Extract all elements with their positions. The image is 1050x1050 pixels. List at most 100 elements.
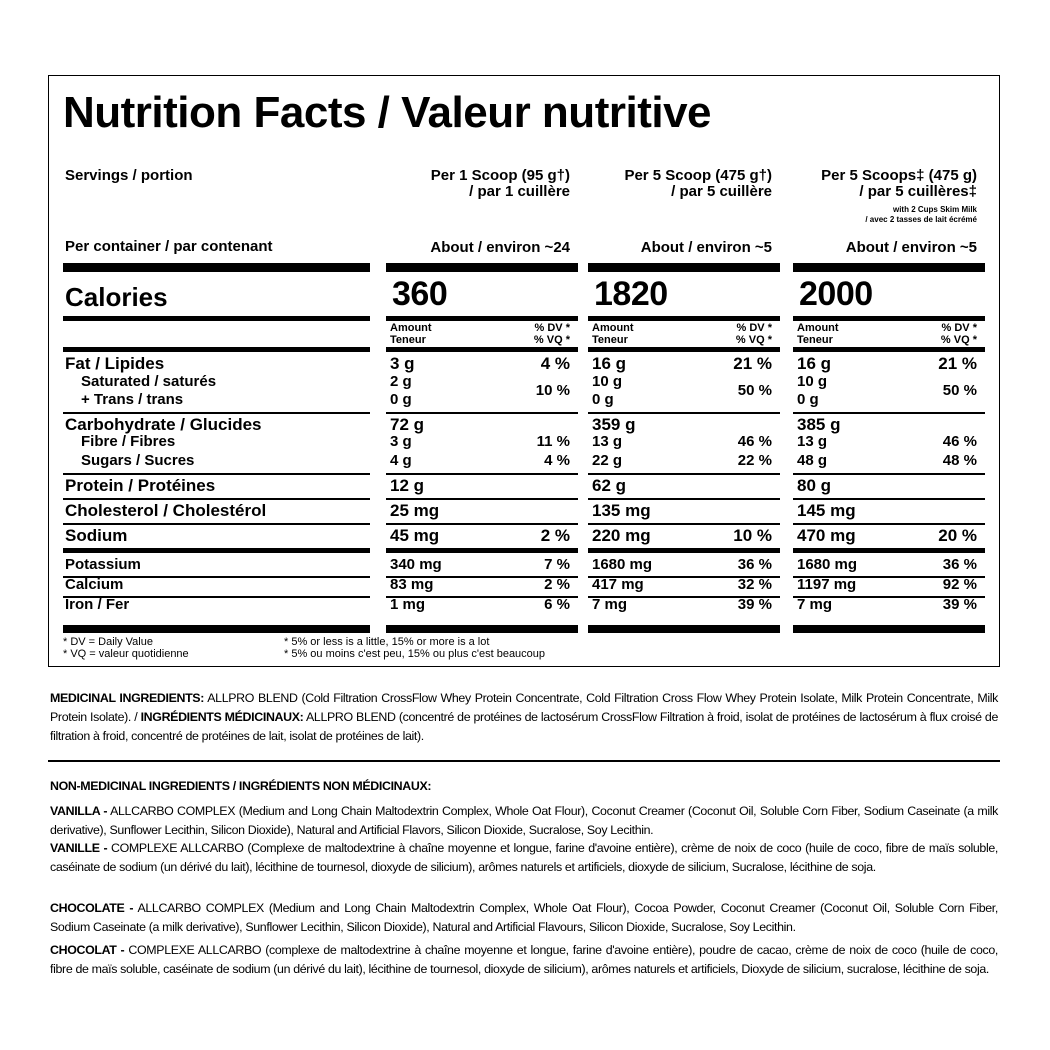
nutrient-dv: 10 % [733,526,772,545]
nutrient-amount: 2 g [390,373,412,390]
nutrient-dv: 39 % [942,596,977,613]
nutrient-amount: 12 g [390,476,425,495]
teneur-header: Teneur [592,334,628,346]
nutrient-dv: 32 % [737,576,772,593]
calories-value: 1820 [594,275,668,313]
nutrient-dv: 10 % [535,382,570,399]
serving-size-line2: / par 5 cuillère [671,183,772,200]
servings-label: Servings / portion [65,167,193,184]
serving-note-line1: with 2 Cups Skim Milk [892,205,977,214]
nutrient-dv: 21 % [733,354,772,373]
rule-line [588,263,780,272]
nutrient-amount: 470 mg [797,526,856,545]
nutrient-amount: 7 mg [797,596,833,613]
rule-line [793,473,985,475]
nutrient-dv: 2 % [544,576,570,593]
nutrient-dv: 11 % [536,433,570,450]
nutrient-dv: 7 % [544,556,570,573]
nutrient-dv: 50 % [737,382,772,399]
nutrient-amount: 385 g [797,415,841,434]
nutrient-dv: 4 % [544,452,570,469]
rule-line [386,316,578,321]
nutrient-amount: 4 g [390,452,412,469]
nutrient-label: Cholesterol / Cholestérol [65,501,267,520]
nutrient-amount: 1680 mg [797,556,858,573]
nutrient-label: Iron / Fer [65,596,130,613]
rule-line [63,576,370,578]
rule-line [63,548,370,553]
nutrient-amount: 359 g [592,415,636,434]
nutrient-amount: 0 g [592,391,614,408]
nutrient-label: Saturated / saturés [81,373,217,390]
rule-line [793,596,985,598]
per-container-label: Per container / par contenant [65,238,273,255]
nutrient-amount: 1197 mg [797,576,857,593]
nutrient-dv: 20 % [938,526,977,545]
rule-line [63,523,370,525]
nutrient-amount: 0 g [390,391,412,408]
calories-label: Calories [65,282,168,312]
nutrient-amount: 340 mg [390,556,442,573]
nutrient-dv: 2 % [540,526,570,545]
nutrient-amount: 62 g [592,476,627,495]
nutrient-amount: 16 g [592,354,627,373]
rule-line [793,263,985,272]
amount-header: Amount [797,322,839,334]
rule-line [63,625,370,633]
nutrient-dv: 6 % [544,596,570,613]
vanille-ingredients: VANILLE - COMPLEXE ALLCARBO (Complexe de… [50,841,998,874]
nutrient-amount: 13 g [797,433,828,450]
amount-header: Amount [592,322,634,334]
nutrient-dv: 46 % [737,433,772,450]
vq-header: % VQ * [533,334,570,346]
rule-line [63,263,370,272]
rule-line [386,625,578,633]
nutrient-amount: 1680 mg [592,556,653,573]
rule-line [588,576,780,578]
rule-line [386,523,578,525]
nutrient-label: Calcium [65,576,124,593]
nutrient-dv: 46 % [942,433,977,450]
nutrient-amount: 220 mg [592,526,651,545]
serving-note-line2: / avec 2 tasses de lait écrémé [865,215,977,224]
rule-line [386,263,578,272]
rule-line [793,523,985,525]
serving-size-line2: / par 1 cuillère [469,183,570,200]
nutrient-dv: 39 % [737,596,772,613]
rule-line [63,473,370,475]
divider [48,760,1000,762]
rule-line [386,498,578,500]
nutrient-label: + Trans / trans [81,391,184,408]
footnote-dv: * DV = Daily Value [63,636,153,648]
rule-line [386,347,578,352]
chocolate-ingredients: CHOCOLATE - ALLCARBO COMPLEX (Medium and… [50,901,998,934]
rule-line [588,473,780,475]
rule-line [793,316,985,321]
rule-line [63,316,370,321]
per-container-value: About / environ ~5 [845,239,977,256]
teneur-header: Teneur [390,334,426,346]
rule-line [793,625,985,633]
rule-line [63,596,370,598]
rule-line [386,548,578,553]
chocolat-ingredients: CHOCOLAT - COMPLEXE ALLCARBO (complexe d… [50,943,998,976]
footnote-en: * 5% or less is a little, 15% or more is… [284,636,490,648]
nutrient-amount: 1 mg [390,596,426,613]
nutrient-amount: 45 mg [390,526,440,545]
nutrient-label: Fat / Lipides [65,354,165,373]
rule-line [793,548,985,553]
nutrient-label: Sodium [65,526,128,545]
nutrient-dv: 21 % [938,354,977,373]
nutrient-amount: 48 g [797,452,828,469]
rule-line [63,347,370,352]
teneur-header: Teneur [797,334,833,346]
nutrient-label: Potassium [65,556,141,573]
nutrient-label: Protein / Protéines [65,476,216,495]
nutrient-amount: 3 g [390,433,412,450]
nutrient-amount: 22 g [592,452,623,469]
footnote-fr: * 5% ou moins c'est peu, 15% ou plus c'e… [284,648,546,660]
nutrient-amount: 7 mg [592,596,628,613]
nutrient-dv: 4 % [540,354,570,373]
rule-line [386,596,578,598]
nutrient-dv: 22 % [737,452,772,469]
